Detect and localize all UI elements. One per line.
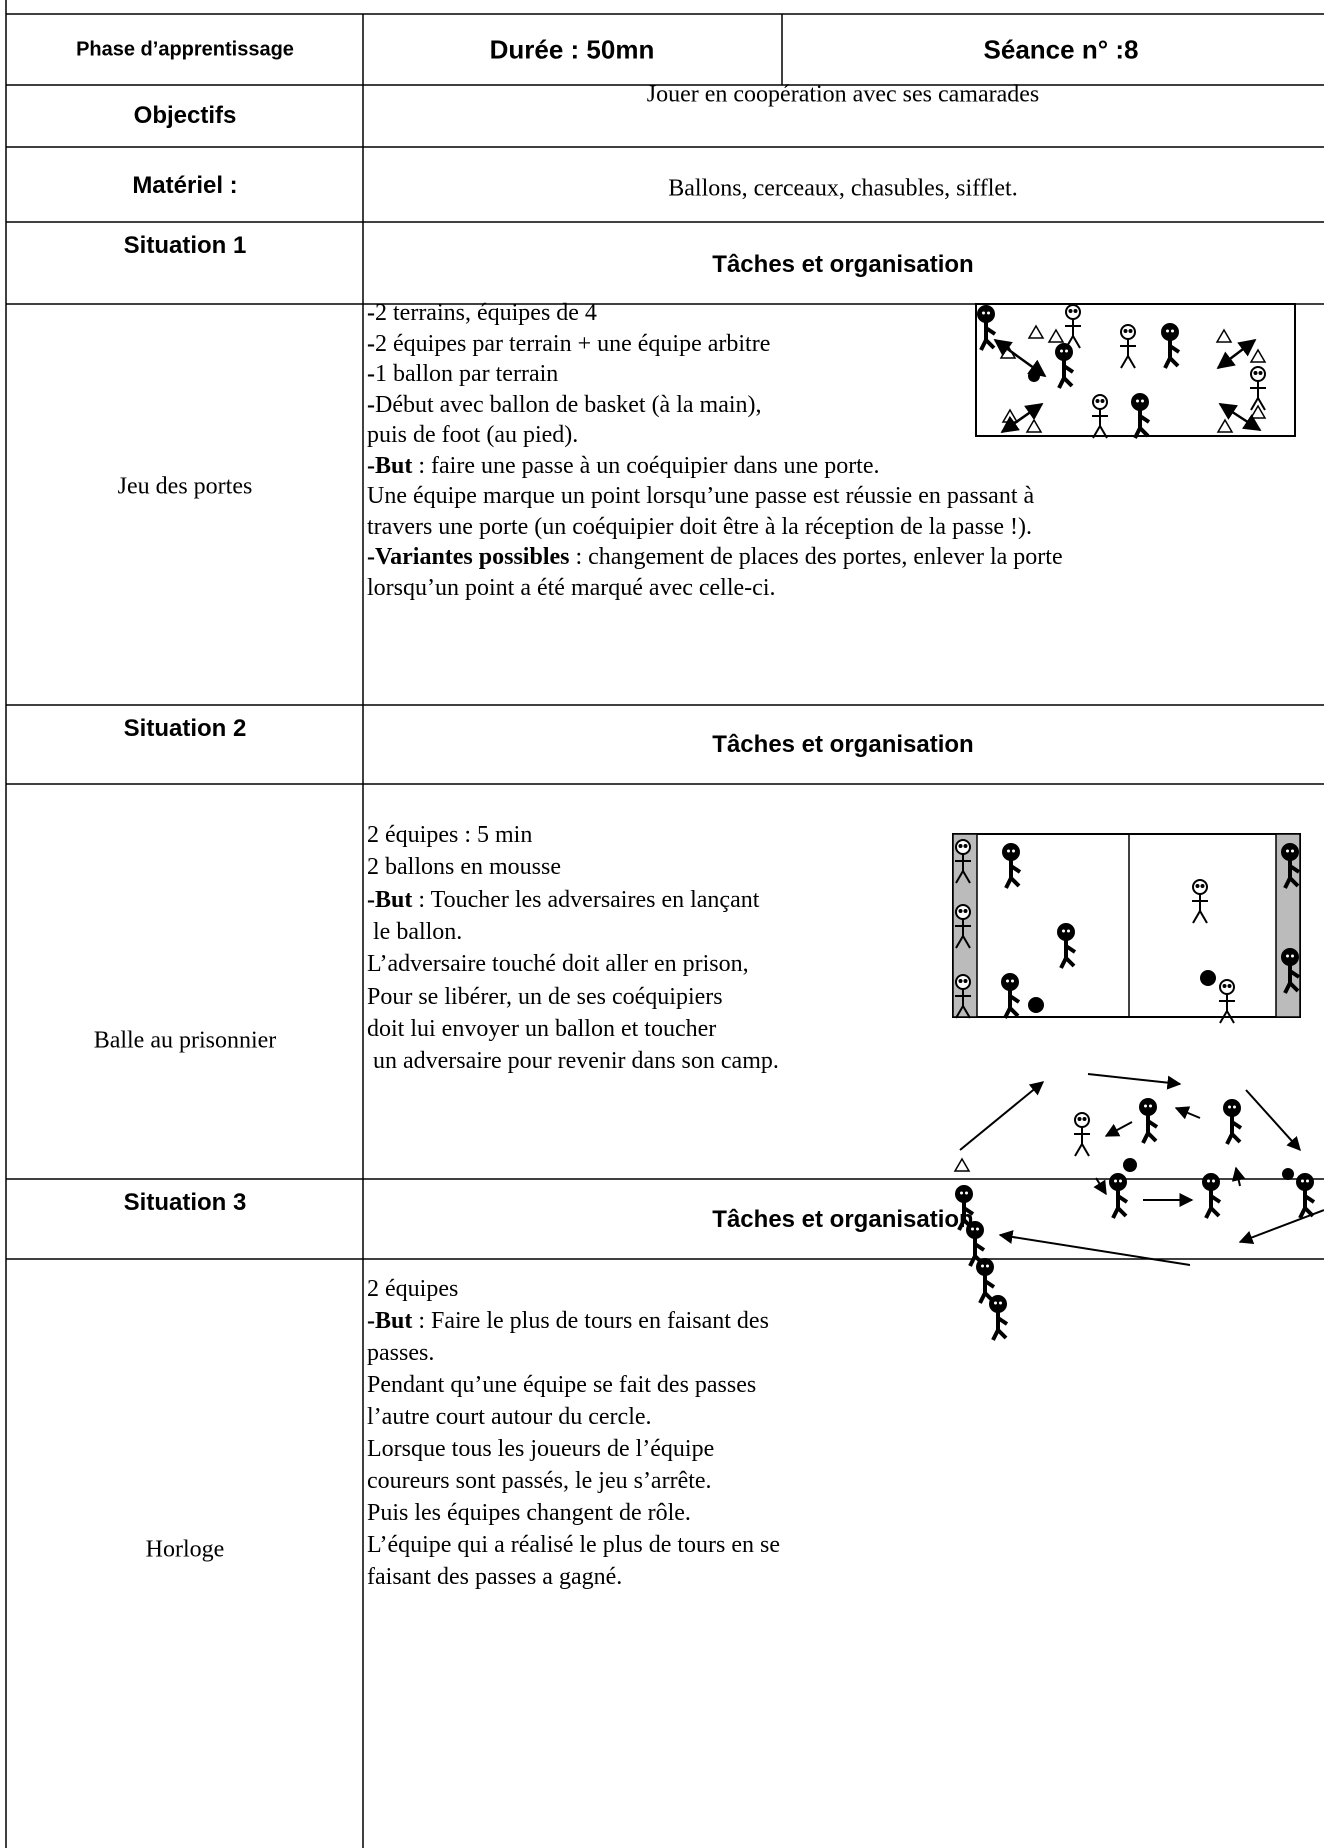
- situation-label: Situation 3: [123, 1189, 247, 1216]
- text-line: Puis les équipes changent de rôle.: [367, 1500, 691, 1527]
- situation-name: Balle au prisonnier: [93, 1027, 277, 1054]
- situation-label: Situation 2: [123, 715, 247, 742]
- text: coureurs sont passés, le jeu s’arrête.: [367, 1468, 712, 1494]
- bold-text: -But: [367, 1308, 413, 1334]
- text: : Toucher les adversaires en lançant: [412, 886, 760, 913]
- situation-label: Situation 1: [123, 232, 247, 259]
- text: Lorsque tous les joueurs de l’équipe: [367, 1436, 715, 1462]
- bold-text: -: [367, 391, 375, 418]
- text: passes.: [367, 1340, 435, 1366]
- situation-header: Tâches et organisation: [712, 1206, 974, 1233]
- bold-text: -But: [367, 886, 413, 913]
- text-line: l’autre court autour du cercle.: [367, 1404, 652, 1431]
- text-line: -1 ballon par terrain: [367, 361, 558, 388]
- objectifs-text: Jouer en coopération avec ses camarades: [646, 81, 1040, 108]
- text: doit lui envoyer un ballon et toucher: [367, 1015, 717, 1042]
- text: Puis les équipes changent de rôle.: [367, 1500, 691, 1526]
- text-line: -Début avec ballon de basket (à la main)…: [367, 392, 762, 419]
- text-line: faisant des passes a gagné.: [367, 1564, 622, 1591]
- text-line: -2 équipes par terrain + une équipe arbi…: [367, 331, 770, 358]
- situation-name: Jeu des portes: [117, 473, 253, 500]
- text: le ballon.: [367, 918, 463, 945]
- situation-header: Tâches et organisation: [712, 251, 974, 278]
- text-line: lorsqu’un point a été marqué avec celle-…: [367, 575, 775, 602]
- text-line: 2 équipes : 5 min: [367, 822, 532, 849]
- duree: Durée : 50mn: [489, 34, 655, 65]
- seance: Séance n° :8: [983, 34, 1139, 65]
- bold-text: -: [367, 361, 375, 387]
- text: 2 terrains, équipes de 4: [375, 300, 597, 326]
- text-line: doit lui envoyer un ballon et toucher: [367, 1016, 716, 1043]
- text: travers une porte (un coéquipier doit êt…: [367, 513, 1033, 540]
- bold-text: -: [367, 330, 375, 357]
- text-line: -But : Faire le plus de tours en faisant…: [367, 1308, 769, 1335]
- text-line: -But : Toucher les adversaires en lançan…: [367, 887, 759, 914]
- text-line: 2 ballons en mousse: [367, 854, 561, 881]
- text-line: puis de foot (au pied).: [367, 422, 578, 449]
- text: lorsqu’un point a été marqué avec celle-…: [367, 574, 776, 601]
- text-line: L’équipe qui a réalisé le plus de tours …: [367, 1532, 780, 1559]
- text-line: Lorsque tous les joueurs de l’équipe: [367, 1436, 714, 1463]
- text: : Faire le plus de tours en faisant des: [412, 1308, 769, 1334]
- text: Pendant qu’une équipe se fait des passes: [367, 1372, 757, 1398]
- text-line: Pour se libérer, un de ses coéquipiers: [367, 984, 723, 1011]
- text-line: un adversaire pour revenir dans son camp…: [367, 1048, 779, 1075]
- situation-name: Horloge: [145, 1536, 225, 1563]
- diagram-portes: [975, 303, 1296, 440]
- text: 2 équipes: [367, 1276, 459, 1302]
- text: : changement de places des portes, enlev…: [569, 544, 1063, 570]
- text-line: le ballon.: [367, 919, 462, 946]
- text: 2 équipes : 5 min: [367, 822, 533, 848]
- diagram-horloge: [954, 1073, 1324, 1342]
- text: faisant des passes a gagné.: [367, 1564, 623, 1590]
- text-line: L’adversaire touché doit aller en prison…: [367, 951, 749, 978]
- text-line: -But : faire une passe à un coéquipier d…: [367, 453, 880, 480]
- text-line: Une équipe marque un point lorsqu’une pa…: [367, 483, 1034, 510]
- bold-text: -Variantes possibles: [367, 544, 570, 570]
- materiel-text: Ballons, cerceaux, chasubles, sifflet.: [668, 175, 1018, 202]
- text: l’autre court autour du cercle.: [367, 1404, 652, 1430]
- text: 1 ballon par terrain: [375, 361, 559, 387]
- text: : faire une passe à un coéquipier dans u…: [412, 452, 880, 479]
- text: puis de foot (au pied).: [367, 422, 579, 448]
- text-line: travers une porte (un coéquipier doit êt…: [367, 514, 1032, 541]
- text: 2 équipes par terrain + une équipe arbit…: [375, 330, 771, 357]
- text: Début avec ballon de basket (à la main),: [375, 391, 762, 418]
- text-line: -Variantes possibles : changement de pla…: [367, 544, 1063, 571]
- text: L’adversaire touché doit aller en prison…: [367, 951, 749, 978]
- phase-label: Phase d’apprentissage: [76, 38, 294, 61]
- text-line: 2 équipes: [367, 1276, 458, 1303]
- text: un adversaire pour revenir dans son camp…: [367, 1048, 779, 1075]
- situation-header: Tâches et organisation: [712, 731, 974, 758]
- text-line: -2 terrains, équipes de 4: [367, 300, 597, 327]
- bold-text: -: [367, 300, 375, 326]
- text-line: Pendant qu’une équipe se fait des passes: [367, 1372, 756, 1399]
- objectifs-label: Objectifs: [133, 102, 237, 129]
- text-line: coureurs sont passés, le jeu s’arrête.: [367, 1468, 712, 1495]
- diagram-prisonnier: [952, 833, 1301, 1024]
- text: L’équipe qui a réalisé le plus de tours …: [367, 1532, 780, 1558]
- bold-text: -But: [367, 452, 413, 479]
- text-line: passes.: [367, 1340, 434, 1367]
- materiel-label: Matériel :: [132, 172, 238, 199]
- text: 2 ballons en mousse: [367, 854, 561, 881]
- text: Une équipe marque un point lorsqu’une pa…: [367, 483, 1035, 509]
- text: Pour se libérer, un de ses coéquipiers: [367, 983, 723, 1010]
